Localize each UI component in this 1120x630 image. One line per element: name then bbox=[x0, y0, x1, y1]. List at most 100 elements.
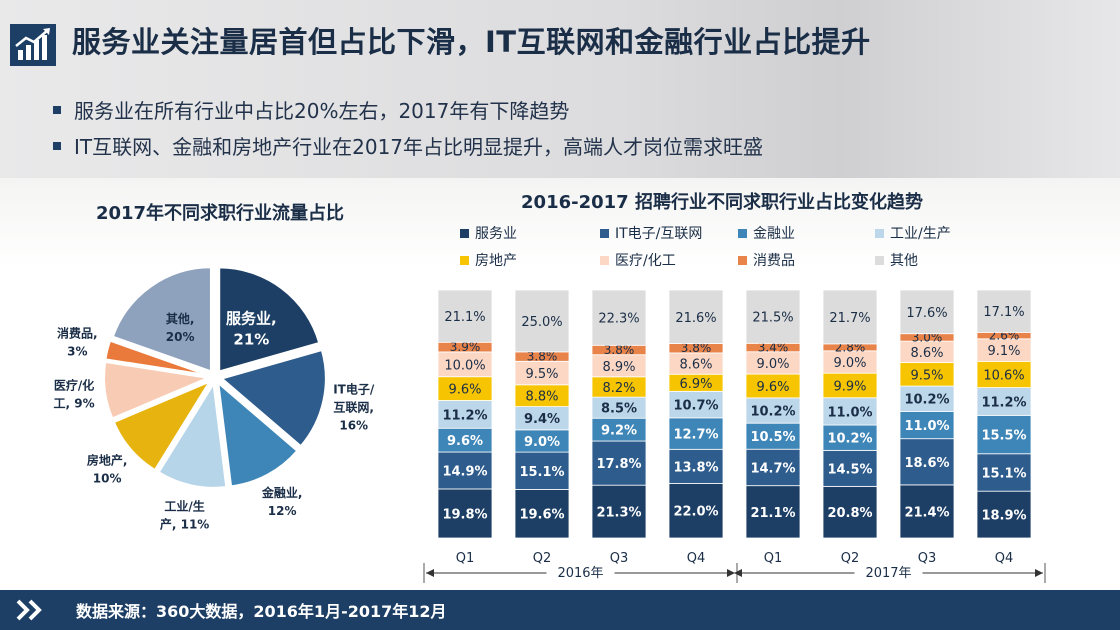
legend-swatch bbox=[600, 256, 609, 265]
legend-label: 工业/生产 bbox=[890, 226, 951, 242]
bar-segment bbox=[745, 485, 801, 539]
bar-data-label: 19.8% bbox=[442, 507, 487, 522]
pie-slice bbox=[219, 348, 327, 448]
bar-segment bbox=[976, 490, 1032, 539]
bar-segment bbox=[437, 400, 493, 429]
legend-swatch bbox=[875, 229, 884, 238]
bar-segment bbox=[822, 372, 878, 399]
footer-bar: 数据来源：360大数据，2016年1月-2017年12月 bbox=[0, 590, 1120, 630]
pie-slice-label: 服务业, 21% bbox=[226, 309, 277, 348]
bar-column: 19.6% 15.1% 9.0% 9.4% 8.8% 9.5% 3.8% 25.0% bbox=[514, 289, 570, 539]
legend-item: 其他 bbox=[875, 253, 918, 269]
bar-data-label: 21.6% bbox=[675, 311, 716, 326]
legend-item: 工业/生产 bbox=[875, 226, 951, 242]
bullet-text: 服务业在所有行业中占比20%左右，2017年有下降趋势 bbox=[74, 99, 570, 123]
bullet-item: 服务业在所有行业中占比20%左右，2017年有下降趋势 bbox=[53, 95, 569, 124]
bar-data-label: 21.7% bbox=[829, 311, 870, 326]
double-chevron-icon bbox=[16, 599, 42, 621]
legend-label: 消费品 bbox=[753, 253, 795, 269]
bar-data-label: 21.5% bbox=[752, 311, 793, 326]
bar-segment bbox=[745, 289, 801, 344]
bar-data-label: 10.5% bbox=[750, 430, 795, 445]
bar-data-label: 9.6% bbox=[756, 380, 789, 395]
bar-data-label: 17.1% bbox=[983, 305, 1024, 320]
legend-item: 金融业 bbox=[738, 226, 795, 242]
legend-label: 金融业 bbox=[753, 226, 795, 242]
arrow-left-icon bbox=[734, 569, 742, 577]
bullet-square-icon bbox=[53, 142, 61, 150]
bar-data-label: 10.2% bbox=[750, 405, 795, 420]
bar-data-label: 9.6% bbox=[447, 434, 483, 449]
group-label: 2017年 bbox=[865, 566, 911, 581]
bar-data-label: 14.7% bbox=[750, 461, 795, 476]
bar-data-label: 18.9% bbox=[981, 509, 1026, 524]
bar-data-label: 10.7% bbox=[673, 399, 718, 414]
bar-data-label: 14.5% bbox=[827, 462, 872, 477]
bar-data-label: 10.2% bbox=[827, 432, 872, 447]
bar-data-label: 9.1% bbox=[987, 344, 1020, 359]
bar-data-label: 18.6% bbox=[904, 456, 949, 471]
legend-swatch bbox=[738, 256, 747, 265]
x-tick-label: Q3 bbox=[610, 551, 629, 566]
bar-data-label: 8.5% bbox=[601, 402, 637, 417]
bar-data-label: 9.9% bbox=[833, 379, 866, 394]
bar-segment bbox=[591, 289, 647, 346]
pie-slice-label: 其他, 20% bbox=[166, 311, 195, 344]
pie-slice-label: 消费品, 3% bbox=[57, 325, 98, 358]
bar-data-label: 3.9% bbox=[450, 340, 481, 354]
pie-slice-label: 工业/生产, 11% bbox=[160, 499, 209, 532]
bar-column: 21.4%18.6%11.0%10.2%9.5%8.6%3.0%17.6% bbox=[899, 289, 955, 539]
bar-data-label: 15.1% bbox=[981, 466, 1026, 481]
bar-data-label: 11.0% bbox=[904, 419, 949, 434]
bar-segment bbox=[668, 448, 724, 484]
x-tick-label: Q4 bbox=[687, 551, 706, 566]
bar-data-label: 21.1% bbox=[444, 310, 485, 325]
legend-swatch bbox=[738, 229, 747, 238]
bar-data-label: 11.0% bbox=[827, 405, 872, 420]
header-background bbox=[0, 0, 1120, 178]
bar-data-label: 11.2% bbox=[981, 395, 1026, 410]
bar-segment bbox=[976, 289, 1032, 333]
bullet-text: IT互联网、金融和房地产行业在2017年占比明显提升，高端人才岗位需求旺盛 bbox=[74, 135, 764, 159]
bar-segment bbox=[437, 488, 493, 539]
x-tick-label: Q2 bbox=[533, 551, 552, 566]
bar-segment bbox=[899, 484, 955, 539]
bar-data-label: 17.6% bbox=[906, 306, 947, 321]
pie-chart: 2017年不同求职行业流量占比 服务业, 21% IT电子/互联网, 16% 金融业, 1… bbox=[54, 202, 375, 532]
bar-column: 22.0% 13.8% 12.7% 10.7% 6.9% 8.6% 3.8% 21.6% bbox=[668, 289, 724, 539]
data-source-text: 数据来源：360大数据，2016年1月-2017年12月 bbox=[76, 602, 447, 621]
bar-data-label: 11.2% bbox=[442, 408, 487, 423]
legend-label: 服务业 bbox=[475, 226, 517, 242]
pie-slice bbox=[103, 360, 212, 420]
bar-data-label: 9.2% bbox=[601, 424, 637, 439]
bar-segment bbox=[976, 453, 1032, 492]
bar-segment bbox=[591, 484, 647, 539]
bar-column: 19.8% 14.9% 9.6% 11.2% 9.6% 10.0% 3.9% 21.1% bbox=[437, 289, 493, 539]
bar-data-label: 9.0% bbox=[833, 356, 866, 371]
legend-item: 房地产 bbox=[460, 253, 517, 269]
bar-data-label: 15.5% bbox=[981, 429, 1026, 444]
bar-segment bbox=[591, 440, 647, 486]
bar-data-label: 12.7% bbox=[673, 428, 718, 443]
legend-label: IT电子/互联网 bbox=[615, 226, 702, 242]
bar-segment bbox=[976, 414, 1032, 455]
bar-data-label: 3.8% bbox=[604, 343, 635, 357]
bar-data-label: 9.0% bbox=[524, 435, 560, 450]
bar-data-label: 15.1% bbox=[519, 465, 564, 480]
bar-column: 21.3% 17.8% 9.2% 8.5% 8.2% 8.9% 3.8% 22.3% bbox=[591, 289, 647, 539]
bar-segment bbox=[745, 397, 801, 424]
page-title: 服务业关注量居首但占比下滑，IT互联网和金融行业占比提升 bbox=[72, 25, 871, 59]
bar-data-label: 10.6% bbox=[983, 368, 1024, 383]
legend-item: IT电子/互联网 bbox=[600, 226, 702, 242]
bar-data-label: 8.8% bbox=[525, 390, 558, 405]
bar-segment bbox=[437, 451, 493, 490]
bar-segment bbox=[822, 289, 878, 345]
bar-segment bbox=[668, 390, 724, 419]
legend-label: 医疗/化工 bbox=[615, 253, 676, 269]
bar-segment bbox=[822, 424, 878, 451]
pie-slice-label: 房地产, 10% bbox=[87, 452, 128, 485]
bar-column: 20.8%14.5%10.2%11.0%9.9%9.0%2.8%21.7% bbox=[822, 289, 878, 539]
legend-swatch bbox=[600, 229, 609, 238]
bar-segment bbox=[899, 385, 955, 412]
bar-data-label: 9.4% bbox=[524, 412, 560, 427]
